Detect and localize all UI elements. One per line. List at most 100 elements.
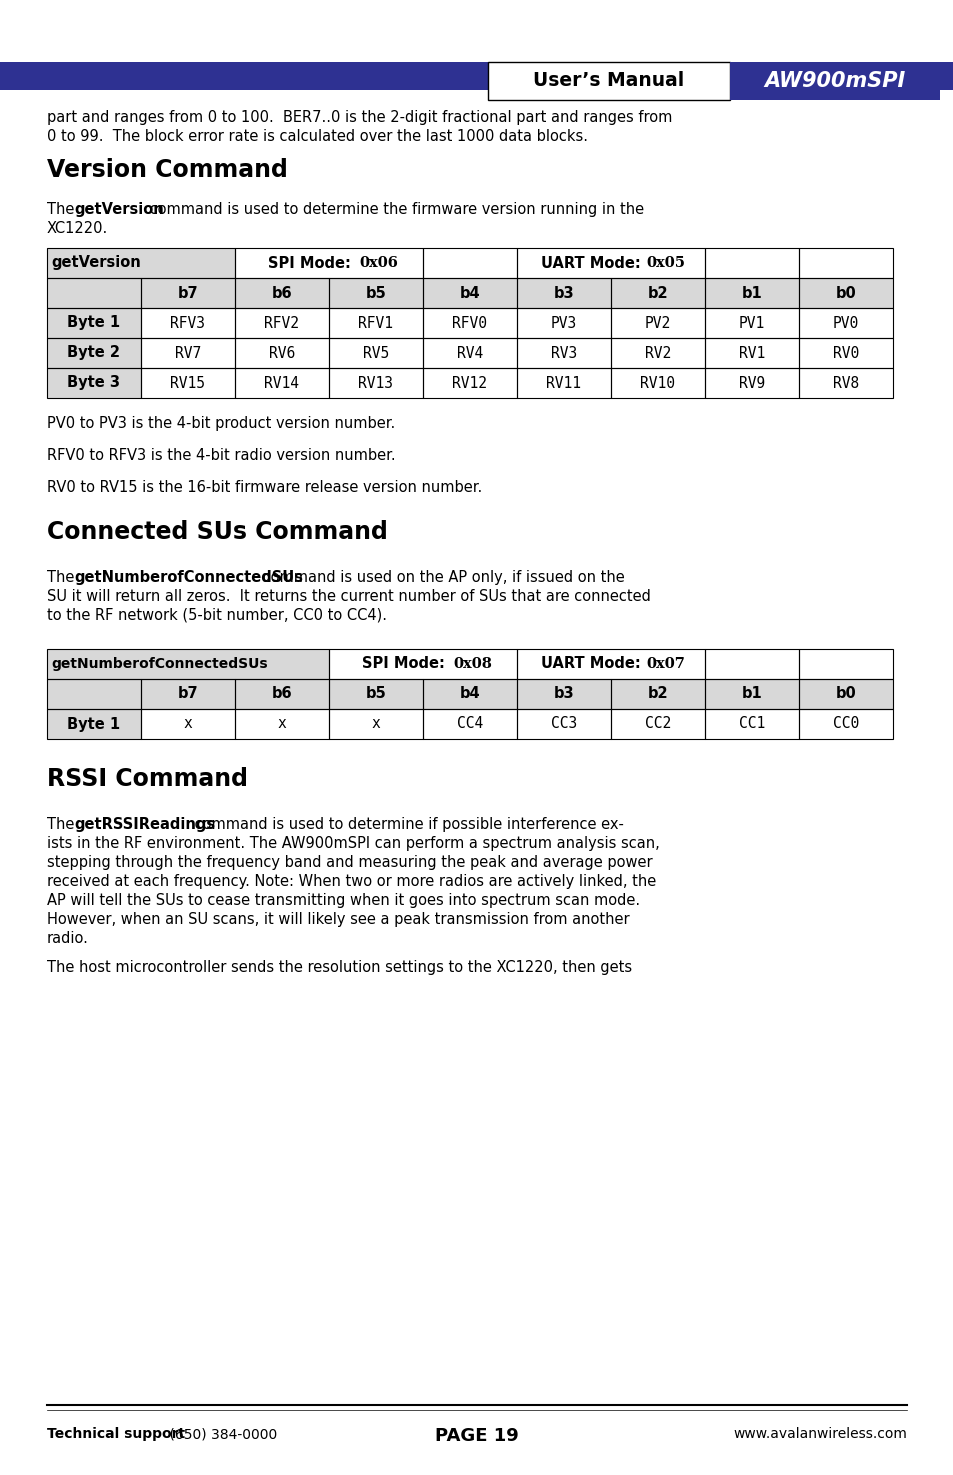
Bar: [704, 367, 799, 398]
Bar: [329, 649, 517, 678]
Bar: [47, 709, 141, 739]
Bar: [422, 277, 517, 308]
Bar: [517, 277, 610, 308]
Bar: [422, 678, 517, 709]
Text: Connected SUs Command: Connected SUs Command: [47, 521, 388, 544]
Text: RV15: RV15: [171, 376, 205, 391]
Text: ists in the RF environment. The AW900mSPI can perform a spectrum analysis scan,: ists in the RF environment. The AW900mSP…: [47, 836, 659, 851]
Bar: [517, 338, 610, 367]
Bar: [610, 277, 704, 308]
Text: RV5: RV5: [362, 345, 389, 360]
Bar: [329, 678, 422, 709]
Text: b4: b4: [459, 286, 479, 301]
Text: PV2: PV2: [644, 316, 670, 330]
Text: RV10: RV10: [639, 376, 675, 391]
Bar: [729, 62, 939, 100]
Text: getRSSIReadings: getRSSIReadings: [74, 817, 214, 832]
Bar: [141, 277, 234, 308]
Bar: [704, 678, 799, 709]
Text: getNumberofConnectedSUs: getNumberofConnectedSUs: [74, 569, 303, 586]
Bar: [704, 248, 799, 277]
Text: RV1: RV1: [739, 345, 764, 360]
Bar: [141, 709, 234, 739]
Bar: [799, 649, 892, 678]
Bar: [704, 649, 799, 678]
Text: b7: b7: [177, 286, 198, 301]
Text: getNumberofConnectedSUs: getNumberofConnectedSUs: [51, 656, 268, 671]
Text: CC0: CC0: [832, 717, 859, 732]
Text: RFV0: RFV0: [452, 316, 487, 330]
Bar: [47, 248, 234, 277]
Text: CC2: CC2: [644, 717, 670, 732]
Bar: [422, 709, 517, 739]
Bar: [422, 277, 517, 308]
Bar: [234, 338, 329, 367]
Bar: [799, 678, 892, 709]
Bar: [329, 367, 422, 398]
Text: RFV3: RFV3: [171, 316, 205, 330]
Bar: [329, 678, 422, 709]
Bar: [799, 338, 892, 367]
Bar: [517, 709, 610, 739]
Bar: [422, 338, 517, 367]
Bar: [517, 248, 704, 277]
Text: RV7: RV7: [174, 345, 201, 360]
Text: PV0 to PV3 is the 4-bit product version number.: PV0 to PV3 is the 4-bit product version …: [47, 416, 395, 431]
Text: b3: b3: [553, 686, 574, 702]
Text: x: x: [183, 717, 193, 732]
Bar: [704, 277, 799, 308]
Bar: [47, 308, 141, 338]
Bar: [517, 277, 610, 308]
Text: 0 to 99.  The block error rate is calculated over the last 1000 data blocks.: 0 to 99. The block error rate is calcula…: [47, 128, 587, 145]
Bar: [799, 308, 892, 338]
Text: Version Command: Version Command: [47, 158, 288, 181]
Text: Technical support: Technical support: [47, 1426, 185, 1441]
Text: RV14: RV14: [264, 376, 299, 391]
Bar: [47, 678, 141, 709]
Text: b4: b4: [459, 686, 479, 702]
Bar: [234, 308, 329, 338]
Text: x: x: [277, 717, 286, 732]
Bar: [329, 308, 422, 338]
Text: PAGE 19: PAGE 19: [435, 1426, 518, 1446]
Bar: [234, 248, 422, 277]
Text: getVersion: getVersion: [51, 255, 141, 270]
Bar: [422, 248, 517, 277]
Text: b3: b3: [553, 286, 574, 301]
Bar: [799, 277, 892, 308]
Bar: [47, 367, 141, 398]
Text: RV6: RV6: [269, 345, 294, 360]
Bar: [704, 338, 799, 367]
Bar: [141, 308, 234, 338]
Text: received at each frequency. Note: When two or more radios are actively linked, t: received at each frequency. Note: When t…: [47, 875, 656, 889]
Bar: [47, 649, 329, 678]
Text: www.avalanwireless.com: www.avalanwireless.com: [732, 1426, 906, 1441]
Text: PV0: PV0: [832, 316, 859, 330]
Bar: [517, 678, 610, 709]
Bar: [329, 277, 422, 308]
Text: b7: b7: [177, 686, 198, 702]
Text: 0x05: 0x05: [646, 257, 685, 270]
Text: Byte 1: Byte 1: [68, 316, 120, 330]
Bar: [799, 678, 892, 709]
Text: 0x07: 0x07: [646, 656, 684, 671]
Bar: [47, 248, 234, 277]
Text: SPI Mode:: SPI Mode:: [267, 255, 350, 270]
Text: b1: b1: [740, 686, 761, 702]
Bar: [422, 308, 517, 338]
Bar: [47, 678, 141, 709]
Bar: [799, 277, 892, 308]
Text: stepping through the frequency band and measuring the peak and average power: stepping through the frequency band and …: [47, 855, 652, 870]
Text: RV3: RV3: [550, 345, 577, 360]
Bar: [47, 308, 141, 338]
Text: part and ranges from 0 to 100.  BER7..0 is the 2-digit fractional part and range: part and ranges from 0 to 100. BER7..0 i…: [47, 111, 672, 125]
Bar: [47, 277, 141, 308]
Bar: [517, 367, 610, 398]
Text: SPI Mode:: SPI Mode:: [361, 656, 444, 671]
Bar: [517, 678, 610, 709]
Bar: [234, 678, 329, 709]
Bar: [234, 277, 329, 308]
Bar: [141, 277, 234, 308]
Text: RV11: RV11: [546, 376, 581, 391]
Text: 0x08: 0x08: [453, 656, 492, 671]
